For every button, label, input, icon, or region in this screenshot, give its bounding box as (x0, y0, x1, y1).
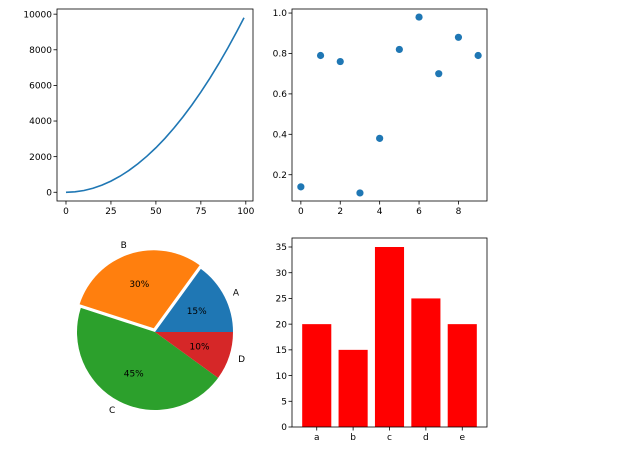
x-tick-label: 4 (377, 207, 383, 217)
y-tick-label: 0.4 (273, 131, 288, 141)
bar (374, 247, 405, 427)
pie-slice-c (76, 307, 219, 411)
y-tick-label: 6000 (29, 82, 52, 92)
scatter-point (297, 183, 305, 191)
x-tick-label: 100 (237, 207, 254, 217)
y-tick-label: 20 (276, 320, 288, 330)
y-tick-label: 10000 (23, 10, 52, 20)
x-tick-label: 25 (105, 207, 116, 217)
pie-percent-label: 10% (190, 342, 210, 352)
pie-label: B (121, 241, 127, 251)
x-tick-label: 0 (298, 207, 304, 217)
scatter-point (316, 51, 325, 60)
bar (302, 324, 332, 427)
scatter-point (454, 33, 463, 41)
pie-percent-label: 45% (124, 370, 144, 380)
pie-label: C (109, 406, 115, 416)
x-tick-label: 6 (416, 207, 422, 217)
y-tick-label: 0.8 (273, 50, 288, 60)
x-tick-label: 8 (456, 207, 462, 217)
pie-label: A (233, 288, 240, 298)
x-tick-label: 75 (195, 207, 206, 217)
pie-slice-b (79, 250, 200, 329)
pie-slice-d (155, 332, 233, 378)
x-tick-label: a (314, 433, 320, 443)
scatter-point (376, 134, 384, 142)
y-tick-label: 0 (281, 423, 287, 433)
y-tick-label: 4000 (29, 117, 52, 127)
y-tick-label: 25 (276, 295, 287, 305)
scatter-point (435, 70, 443, 78)
bar (411, 298, 441, 427)
y-tick-label: 1.0 (273, 9, 288, 19)
x-tick-label: 2 (337, 207, 343, 217)
y-tick-label: 2000 (29, 153, 52, 163)
scatter-point (336, 57, 344, 66)
x-tick-label: 0 (63, 207, 69, 217)
x-tick-label: b (350, 433, 356, 443)
y-tick-label: 30 (276, 269, 288, 279)
scatter-point (395, 45, 403, 54)
x-tick-label: d (423, 433, 429, 443)
bar-chart-panel: a b c d e 0 5 10 15 20 25 30 35 (276, 237, 488, 443)
axes-frame (56, 8, 254, 202)
scatter-point (356, 189, 364, 197)
pie-slice-a (155, 268, 233, 332)
pie-percent-label: 15% (187, 307, 207, 317)
pie-chart-panel: A 15% B 30% C 45% D 10% (76, 241, 245, 416)
y-tick-label: 15 (276, 346, 287, 356)
pie-label: D (238, 355, 245, 365)
x-tick-label: c (387, 433, 392, 443)
scatter-chart-panel: 0 2 4 6 8 0.2 0.4 0.6 0.8 1.0 (273, 8, 488, 217)
x-tick-label: 50 (150, 207, 162, 217)
y-tick-label: 35 (276, 243, 287, 253)
y-tick-label: 0.2 (273, 171, 287, 181)
line-chart-panel: 0 25 50 75 100 0 2000 4000 6000 8000 10000 (23, 8, 255, 217)
bar (338, 349, 368, 427)
axes-frame (291, 8, 488, 202)
x-tick-label: e (459, 433, 465, 443)
y-tick-label: 8000 (29, 46, 52, 56)
y-tick-label: 0.6 (273, 90, 288, 100)
bar (447, 324, 477, 427)
scatter-point (474, 51, 482, 60)
y-tick-label: 10 (276, 372, 288, 382)
pie-percent-label: 30% (129, 280, 149, 290)
y-tick-label: 0 (46, 188, 52, 198)
y-tick-label: 5 (281, 397, 287, 407)
series-line (65, 17, 245, 194)
scatter-point (415, 13, 423, 21)
